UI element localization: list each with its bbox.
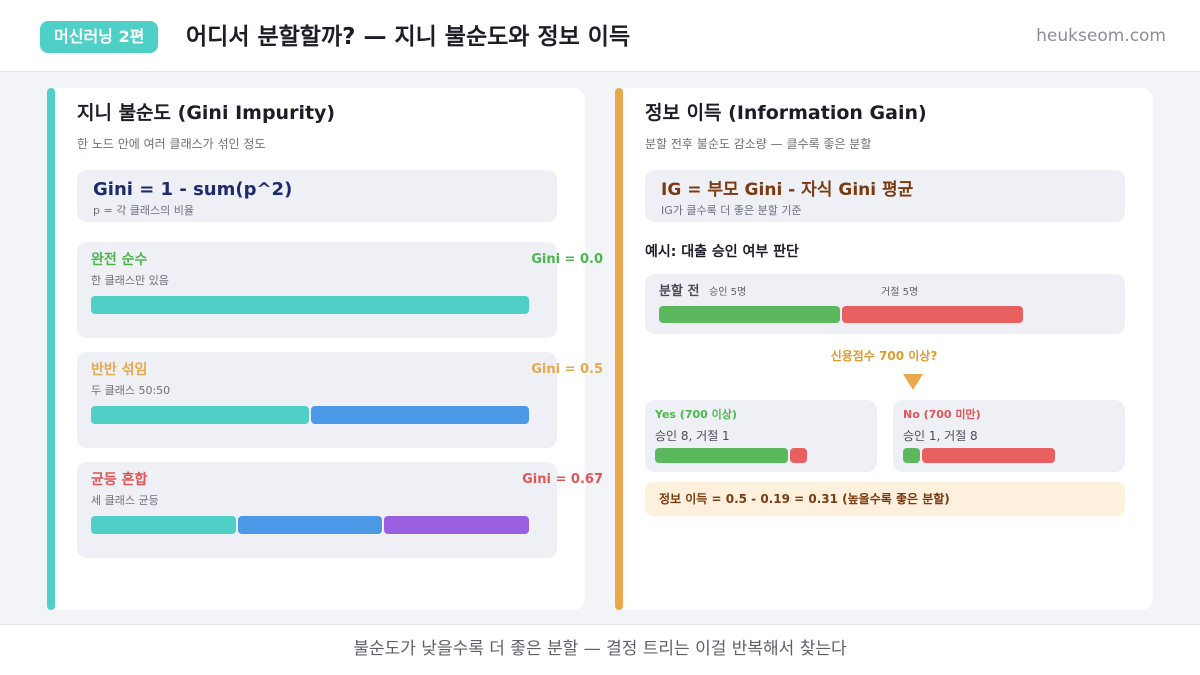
case-desc: 세 클래스 균등 xyxy=(91,494,159,507)
footer-caption: 불순도가 낮을수록 더 좋은 분할 — 결정 트리는 이걸 반복해서 찾는다 xyxy=(353,639,847,659)
ig-formula-box: IG = 부모 Gini - 자식 Gini 평균 IG가 클수록 더 좋은 분… xyxy=(645,170,1125,222)
header: 머신러닝 2편 어디서 분할할까? — 지니 불순도와 정보 이득 heukse… xyxy=(0,0,1200,72)
before-split-label: 분할 전 xyxy=(659,284,700,299)
case-gini-value: Gini = 0.0 xyxy=(531,252,603,267)
down-arrow-icon xyxy=(903,374,923,390)
child-no-label: No (700 미만) xyxy=(903,408,981,421)
example-title: 예시: 대출 승인 여부 판단 xyxy=(645,244,799,260)
site-name[interactable]: heukseom.com xyxy=(1036,26,1166,46)
gini-panel-subtitle: 한 노드 안에 여러 클래스가 섞인 정도 xyxy=(77,137,266,151)
gini-case-pure: 완전 순수 한 클래스만 있음 Gini = 0.0 xyxy=(77,242,603,338)
child-no-box: No (700 미만) 승인 1, 거절 8 xyxy=(893,400,1125,472)
footer: 불순도가 낮을수록 더 좋은 분할 — 결정 트리는 이걸 반복해서 찾는다 xyxy=(0,624,1200,675)
approve-bar xyxy=(903,448,920,463)
gini-case-uniform: 균등 혼합 세 클래스 균등 Gini = 0.67 xyxy=(77,462,603,558)
case-name: 반반 섞임 xyxy=(91,362,148,378)
case-name: 완전 순수 xyxy=(91,252,148,268)
gini-share-bar xyxy=(91,516,236,534)
reject-bar xyxy=(842,306,1023,323)
case-gini-value: Gini = 0.5 xyxy=(531,362,603,377)
before-split-box: 분할 전 승인 5명 거절 5명 xyxy=(645,274,1125,334)
case-name: 균등 혼합 xyxy=(91,472,148,488)
ig-formula-note: IG가 클수록 더 좋은 분할 기준 xyxy=(661,204,802,217)
gini-formula-box: Gini = 1 - sum(p^2) p = 각 클래스의 비율 xyxy=(77,170,557,222)
case-desc: 한 클래스만 있음 xyxy=(91,274,169,287)
gini-share-bar xyxy=(91,406,309,424)
info-gain-result: 정보 이득 = 0.5 - 0.19 = 0.31 (높을수록 좋은 분할) xyxy=(645,482,1125,516)
gini-formula: Gini = 1 - sum(p^2) xyxy=(93,179,293,200)
page-title: 어디서 분할할까? — 지니 불순도와 정보 이득 xyxy=(186,24,631,50)
ig-accent-bar xyxy=(615,88,623,610)
gini-share-bar xyxy=(384,516,529,534)
gini-case-half: 반반 섞임 두 클래스 50:50 Gini = 0.5 xyxy=(77,352,603,448)
ig-formula: IG = 부모 Gini - 자식 Gini 평균 xyxy=(661,180,914,200)
gini-share-bar xyxy=(91,296,529,314)
ig-panel: 정보 이득 (Information Gain) 분할 전후 불순도 감소량 —… xyxy=(615,88,1153,610)
child-no-info: 승인 1, 거절 8 xyxy=(903,429,978,443)
ig-panel-subtitle: 분할 전후 불순도 감소량 — 클수록 좋은 분할 xyxy=(645,137,872,151)
child-yes-info: 승인 8, 거절 1 xyxy=(655,429,730,443)
before-reject-label: 거절 5명 xyxy=(881,287,919,298)
before-approve-label: 승인 5명 xyxy=(709,287,747,298)
case-desc: 두 클래스 50:50 xyxy=(91,384,171,397)
gini-panel: 지니 불순도 (Gini Impurity) 한 노드 안에 여러 클래스가 섞… xyxy=(47,88,603,610)
ig-panel-title: 정보 이득 (Information Gain) xyxy=(645,102,927,124)
gini-formula-note: p = 각 클래스의 비율 xyxy=(93,204,195,217)
approve-bar xyxy=(659,306,840,323)
child-yes-box: Yes (700 이상) 승인 8, 거절 1 xyxy=(645,400,877,472)
series-badge: 머신러닝 2편 xyxy=(40,21,159,53)
info-gain-result-text: 정보 이득 = 0.5 - 0.19 = 0.31 (높을수록 좋은 분할) xyxy=(659,492,950,506)
gini-share-bar xyxy=(311,406,529,424)
reject-bar xyxy=(921,448,1055,463)
gini-share-bar xyxy=(237,516,383,534)
case-gini-value: Gini = 0.67 xyxy=(522,472,603,487)
gini-accent-bar xyxy=(47,88,55,610)
split-question: 신용점수 700 이상? xyxy=(830,349,938,363)
child-yes-label: Yes (700 이상) xyxy=(655,408,737,421)
approve-bar xyxy=(655,448,789,463)
gini-panel-title: 지니 불순도 (Gini Impurity) xyxy=(77,102,336,124)
reject-bar xyxy=(790,448,807,463)
